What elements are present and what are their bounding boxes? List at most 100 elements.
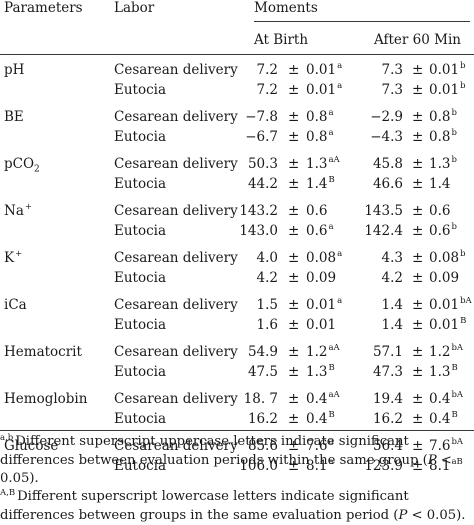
at-birth-plusminus: ± xyxy=(288,82,300,99)
after-60-mean: 56.4 xyxy=(372,438,403,454)
table-bottom-rule xyxy=(0,430,474,431)
after-60-sd: 0.01B xyxy=(429,316,467,333)
after-60-mean: 123.9 xyxy=(364,458,403,475)
after-60-sd-value: 0.6 xyxy=(429,203,451,219)
after-60-sd: 1.2bA xyxy=(429,343,464,360)
at-birth-mean: 1.5 xyxy=(256,297,278,313)
after-60-sig-letter: b xyxy=(460,81,466,92)
at-birth-plusminus: ± xyxy=(288,297,300,313)
at-birth-sd: 0.6a xyxy=(306,222,334,240)
after-60-mean: 16.2 xyxy=(372,411,403,428)
labor-cell: Cesarean delivery xyxy=(114,203,238,219)
after-60-plusminus: ± xyxy=(412,129,424,146)
after-60-sig-letter: B xyxy=(460,316,467,327)
at-birth-plusminus: ± xyxy=(288,344,300,360)
at-birth-sd: 1.3aA xyxy=(306,155,340,172)
at-birth-sd: 1.3B xyxy=(306,363,335,380)
at-birth-sig-letter: aA xyxy=(328,390,340,400)
header-at-birth: At Birth xyxy=(254,32,309,48)
labor-cell: Eutocia xyxy=(114,223,167,240)
after-60-sig-letter: bA xyxy=(460,296,472,306)
after-60-sig-letter: b xyxy=(451,222,457,233)
at-birth-sd: 7.6a xyxy=(306,437,334,454)
after-60-plusminus: ± xyxy=(412,438,424,454)
at-birth-mean: 4.2 xyxy=(256,270,278,287)
at-birth-mean: 16.2 xyxy=(247,411,278,428)
at-birth-sd-value: 0.01 xyxy=(306,317,337,334)
parameter-label: iCa xyxy=(4,297,27,313)
labor-cell: Eutocia xyxy=(114,364,167,381)
at-birth-sd-value: 0.8 xyxy=(306,109,328,125)
labor-cell: Eutocia xyxy=(114,458,167,475)
after-60-plusminus: ± xyxy=(412,203,424,219)
after-60-sd: 1.3B xyxy=(429,363,458,380)
at-birth-mean: 18. 7 xyxy=(243,391,278,407)
footnote-1-tail: < 0.05). xyxy=(0,453,452,486)
after-60-sd: 0.4B xyxy=(429,410,458,427)
after-60-mean: 57.1 xyxy=(372,344,403,360)
at-birth-sd-value: 0.6 xyxy=(306,223,328,240)
after-60-plusminus: ± xyxy=(412,391,424,407)
after-60-sd: 0.4bA xyxy=(429,390,464,407)
parameter-name: BE xyxy=(4,109,24,125)
parameter-superscript: + xyxy=(15,249,23,259)
at-birth-plusminus: ± xyxy=(288,109,300,125)
after-60-plusminus: ± xyxy=(412,109,424,125)
at-birth-mean: 7.2 xyxy=(256,62,278,78)
after-60-sig-letter: bA xyxy=(451,343,464,353)
at-birth-plusminus: ± xyxy=(288,317,300,334)
parameter-subscript: 2 xyxy=(34,164,40,175)
at-birth-sig-letter: a xyxy=(328,108,334,118)
at-birth-sd: 0.01a xyxy=(306,81,343,99)
at-birth-sd-value: 0.4 xyxy=(306,411,328,428)
after-60-sig-letter: b xyxy=(451,155,457,165)
after-60-plusminus: ± xyxy=(412,223,424,240)
header-rule xyxy=(0,54,474,55)
at-birth-mean: 7.2 xyxy=(256,82,278,99)
at-birth-mean: 54.9 xyxy=(247,344,278,360)
at-birth-sd: 1.2aA xyxy=(306,343,340,360)
parameter-label: Hemoglobin xyxy=(4,391,88,407)
header-parameters: Parameters xyxy=(4,0,83,16)
after-60-sig-letter: b xyxy=(460,61,466,71)
after-60-plusminus: ± xyxy=(412,317,424,334)
parameter-label: BE xyxy=(4,109,24,125)
footnotes: a,b Different superscript uppercase lette… xyxy=(0,433,474,525)
after-60-sd-value: 1.4 xyxy=(429,176,451,193)
after-60-sd-value: 0.01 xyxy=(429,297,460,313)
at-birth-mean: 143.2 xyxy=(239,203,278,219)
at-birth-sd: 8.1a xyxy=(306,457,334,474)
at-birth-sig-letter: a xyxy=(337,81,343,92)
at-birth-sig-letter: B xyxy=(328,410,335,421)
parameter-label: Hematocrit xyxy=(4,344,82,360)
after-60-sig-letter: bA xyxy=(451,437,464,447)
footnote-2-tail: < 0.05). xyxy=(407,508,466,523)
at-birth-plusminus: ± xyxy=(288,176,300,193)
at-birth-mean: 85.6 xyxy=(247,438,278,454)
after-60-sd: 1.4 xyxy=(429,176,450,192)
at-birth-sd: 1.4B xyxy=(306,175,335,192)
after-60-mean: 142.4 xyxy=(364,223,403,240)
after-60-plusminus: ± xyxy=(412,411,424,428)
after-60-plusminus: ± xyxy=(412,344,424,360)
after-60-sd: 0.08b xyxy=(429,249,466,266)
at-birth-sd-value: 0.01 xyxy=(306,82,337,99)
after-60-plusminus: ± xyxy=(412,270,424,287)
at-birth-sig-letter: a xyxy=(328,437,334,447)
after-60-sd: 0.8b xyxy=(429,128,457,145)
after-60-sd-value: 1.3 xyxy=(429,156,451,172)
at-birth-mean: 44.2 xyxy=(247,176,278,193)
footnote-1-text: Different superscript uppercase letters … xyxy=(0,434,428,468)
at-birth-mean: 106.0 xyxy=(239,458,278,475)
parameter-name: Na+ xyxy=(4,202,32,219)
at-birth-sd: 0.09 xyxy=(306,270,336,286)
after-60-mean: −2.9 xyxy=(370,109,403,125)
at-birth-sig-letter: a xyxy=(328,128,334,139)
after-60-mean: 143.5 xyxy=(364,203,403,219)
after-60-mean: 7.3 xyxy=(381,82,403,99)
at-birth-mean: −7.8 xyxy=(245,109,278,125)
after-60-sig-letter: bA xyxy=(451,390,464,400)
at-birth-sd: 0.4B xyxy=(306,410,335,428)
footnote-2-mark: A,B xyxy=(0,488,16,498)
after-60-sd-value: 0.09 xyxy=(429,270,460,287)
